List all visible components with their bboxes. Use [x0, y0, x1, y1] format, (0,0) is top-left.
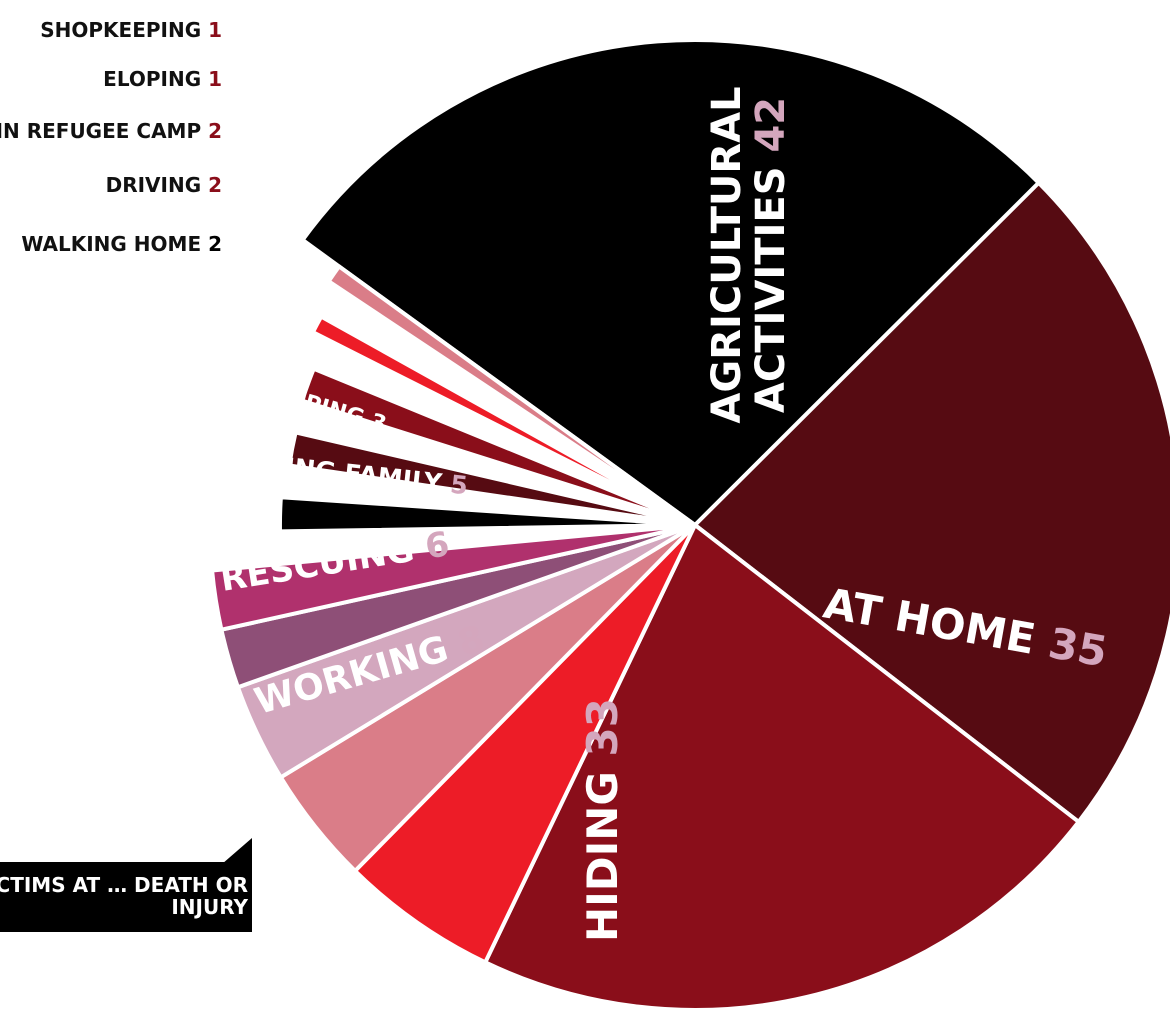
label-driving: DRIVING 2 — [106, 173, 222, 197]
label-agricultural-activities: AGRICULTURALACTIVITIES 42 — [704, 86, 794, 423]
callout-tab — [222, 838, 252, 864]
callout-box: …IES OF VICTIMS AT … DEATH OR INJURY — [0, 862, 252, 932]
pie-slices — [212, 40, 1170, 1010]
label-in-refugee-camp: IN REFUGEE CAMP 2 — [0, 119, 222, 143]
callout-text: …IES OF VICTIMS AT … DEATH OR INJURY — [0, 874, 248, 918]
label-hiding: HIDING 33 — [578, 698, 627, 942]
label-shopkeeping: SHOPKEEPING 1 — [40, 18, 222, 42]
label-eloping: ELOPING 1 — [103, 67, 222, 91]
label-walking-home: WALKING HOME 2 — [21, 232, 222, 256]
